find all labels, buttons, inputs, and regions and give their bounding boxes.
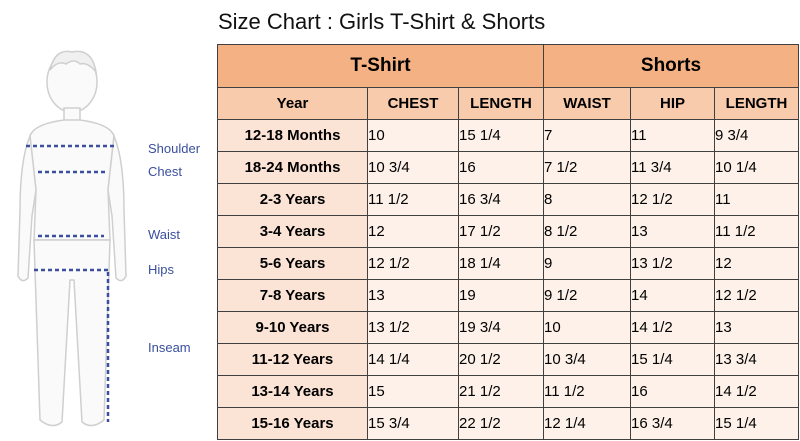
- table-row: 12-18 Months 10 15 1/4 7 11 9 3/4: [217, 119, 800, 152]
- tshirt-length-cell: 20 1/2: [458, 343, 544, 376]
- tshirt-length-column-header: LENGTH: [458, 87, 544, 120]
- tshirt-length-cell: 22 1/2: [458, 407, 544, 440]
- chest-cell: 15 3/4: [367, 407, 459, 440]
- year-cell: 15-16 Years: [217, 407, 368, 440]
- hip-cell: 15 1/4: [630, 343, 715, 376]
- shorts-length-cell: 12: [713, 247, 800, 280]
- chest-label: Chest: [148, 164, 182, 179]
- shorts-length-cell: 9 3/4: [713, 119, 800, 152]
- waist-cell: 9 1/2: [543, 279, 631, 312]
- waist-cell: 10: [543, 311, 631, 344]
- shorts-length-cell: 11: [713, 183, 800, 216]
- tshirt-length-cell: 21 1/2: [458, 375, 544, 408]
- year-column-header: Year: [217, 87, 368, 120]
- child-silhouette-icon: [17, 50, 127, 427]
- chest-cell: 15: [367, 375, 459, 408]
- year-cell: 13-14 Years: [217, 375, 368, 408]
- shorts-length-cell: 15 1/4: [713, 407, 800, 440]
- tshirt-length-cell: 18 1/4: [458, 247, 544, 280]
- table-row: 9-10 Years 13 1/2 19 3/4 10 14 1/2 13: [217, 311, 800, 344]
- shorts-length-column-header: LENGTH: [713, 87, 800, 120]
- chest-cell: 12 1/2: [367, 247, 459, 280]
- hip-cell: 13: [630, 215, 715, 248]
- year-cell: 7-8 Years: [217, 279, 368, 312]
- year-cell: 2-3 Years: [217, 183, 368, 216]
- waist-cell: 12 1/4: [543, 407, 631, 440]
- hip-cell: 11 3/4: [630, 151, 715, 184]
- tshirt-group-header: T-Shirt: [217, 44, 544, 88]
- table-row: 11-12 Years 14 1/4 20 1/2 10 3/4 15 1/4 …: [217, 343, 800, 376]
- waist-cell: 10 3/4: [543, 343, 631, 376]
- chest-cell: 10 3/4: [367, 151, 459, 184]
- table-row: 3-4 Years 12 17 1/2 8 1/2 13 11 1/2: [217, 215, 800, 248]
- hips-label: Hips: [148, 262, 175, 277]
- shorts-length-cell: 12 1/2: [713, 279, 800, 312]
- table-row: 7-8 Years 13 19 9 1/2 14 12 1/2: [217, 279, 800, 312]
- chest-column-header: CHEST: [367, 87, 459, 120]
- size-rows: 12-18 Months 10 15 1/4 7 11 9 3/4 18-24 …: [217, 119, 800, 440]
- inseam-label: Inseam: [148, 340, 191, 355]
- hip-cell: 14: [630, 279, 715, 312]
- waist-cell: 7 1/2: [543, 151, 631, 184]
- chest-cell: 10: [367, 119, 459, 152]
- shorts-length-cell: 13 3/4: [713, 343, 800, 376]
- waist-cell: 7: [543, 119, 631, 152]
- hip-column-header: HIP: [630, 87, 715, 120]
- year-cell: 18-24 Months: [217, 151, 368, 184]
- shorts-length-cell: 14 1/2: [713, 375, 800, 408]
- tshirt-length-cell: 16: [458, 151, 544, 184]
- hip-cell: 12 1/2: [630, 183, 715, 216]
- hip-cell: 11: [630, 119, 715, 152]
- tshirt-length-cell: 15 1/4: [458, 119, 544, 152]
- year-cell: 11-12 Years: [217, 343, 368, 376]
- waist-cell: 8: [543, 183, 631, 216]
- shorts-length-cell: 10 1/4: [713, 151, 800, 184]
- shoulder-label: Shoulder: [148, 141, 201, 156]
- year-cell: 12-18 Months: [217, 119, 368, 152]
- table-row: 5-6 Years 12 1/2 18 1/4 9 13 1/2 12: [217, 247, 800, 280]
- shorts-length-cell: 11 1/2: [713, 215, 800, 248]
- table-row: 15-16 Years 15 3/4 22 1/2 12 1/4 16 3/4 …: [217, 407, 800, 440]
- waist-label: Waist: [148, 227, 181, 242]
- year-cell: 5-6 Years: [217, 247, 368, 280]
- column-header-row: Year CHEST LENGTH WAIST HIP LENGTH: [217, 87, 800, 120]
- tshirt-length-cell: 19: [458, 279, 544, 312]
- hip-cell: 16 3/4: [630, 407, 715, 440]
- year-cell: 3-4 Years: [217, 215, 368, 248]
- hip-cell: 16: [630, 375, 715, 408]
- chest-cell: 14 1/4: [367, 343, 459, 376]
- chest-cell: 11 1/2: [367, 183, 459, 216]
- page-title: Size Chart : Girls T-Shirt & Shorts: [218, 9, 546, 34]
- chest-cell: 12: [367, 215, 459, 248]
- table-row: 18-24 Months 10 3/4 16 7 1/2 11 3/4 10 1…: [217, 151, 800, 184]
- shorts-length-cell: 13: [713, 311, 800, 344]
- waist-cell: 9: [543, 247, 631, 280]
- waist-cell: 8 1/2: [543, 215, 631, 248]
- table-row: 2-3 Years 11 1/2 16 3/4 8 12 1/2 11: [217, 183, 800, 216]
- waist-column-header: WAIST: [543, 87, 631, 120]
- size-chart-table: T-Shirt Shorts Year CHEST LENGTH WAIST H…: [217, 44, 800, 440]
- child-figure-diagram: Shoulder Chest Waist Hips Inseam: [0, 40, 215, 441]
- hip-cell: 14 1/2: [630, 311, 715, 344]
- tshirt-length-cell: 17 1/2: [458, 215, 544, 248]
- tshirt-length-cell: 19 3/4: [458, 311, 544, 344]
- waist-cell: 11 1/2: [543, 375, 631, 408]
- chest-cell: 13 1/2: [367, 311, 459, 344]
- group-header-row: T-Shirt Shorts: [217, 44, 800, 88]
- year-cell: 9-10 Years: [217, 311, 368, 344]
- shorts-group-header: Shorts: [542, 44, 800, 88]
- table-row: 13-14 Years 15 21 1/2 11 1/2 16 14 1/2: [217, 375, 800, 408]
- chest-cell: 13: [367, 279, 459, 312]
- hip-cell: 13 1/2: [630, 247, 715, 280]
- tshirt-length-cell: 16 3/4: [458, 183, 544, 216]
